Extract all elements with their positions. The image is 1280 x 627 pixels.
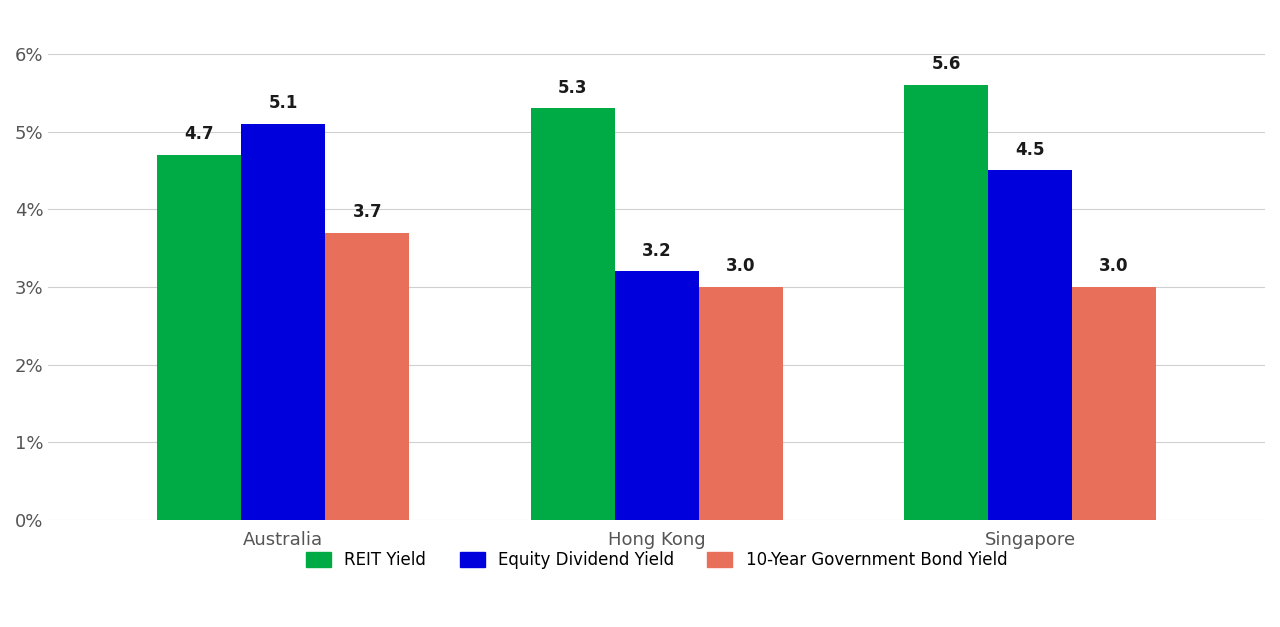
Bar bbox=[531, 108, 614, 520]
Bar bbox=[988, 171, 1073, 520]
Text: 4.7: 4.7 bbox=[184, 125, 214, 143]
Bar bbox=[699, 287, 783, 520]
Text: 5.3: 5.3 bbox=[558, 78, 588, 97]
Bar bbox=[614, 271, 699, 520]
Text: 3.7: 3.7 bbox=[352, 203, 383, 221]
Bar bbox=[325, 233, 410, 520]
Text: 3.2: 3.2 bbox=[643, 241, 672, 260]
Bar bbox=[242, 124, 325, 520]
Text: 5.6: 5.6 bbox=[932, 55, 961, 73]
Bar bbox=[904, 85, 988, 520]
Text: 5.1: 5.1 bbox=[269, 94, 298, 112]
Text: 4.5: 4.5 bbox=[1015, 140, 1044, 159]
Bar bbox=[1073, 287, 1156, 520]
Text: 3.0: 3.0 bbox=[726, 257, 755, 275]
Bar bbox=[157, 155, 242, 520]
Legend: REIT Yield, Equity Dividend Yield, 10-Year Government Bond Yield: REIT Yield, Equity Dividend Yield, 10-Ye… bbox=[298, 542, 1016, 577]
Text: 3.0: 3.0 bbox=[1100, 257, 1129, 275]
